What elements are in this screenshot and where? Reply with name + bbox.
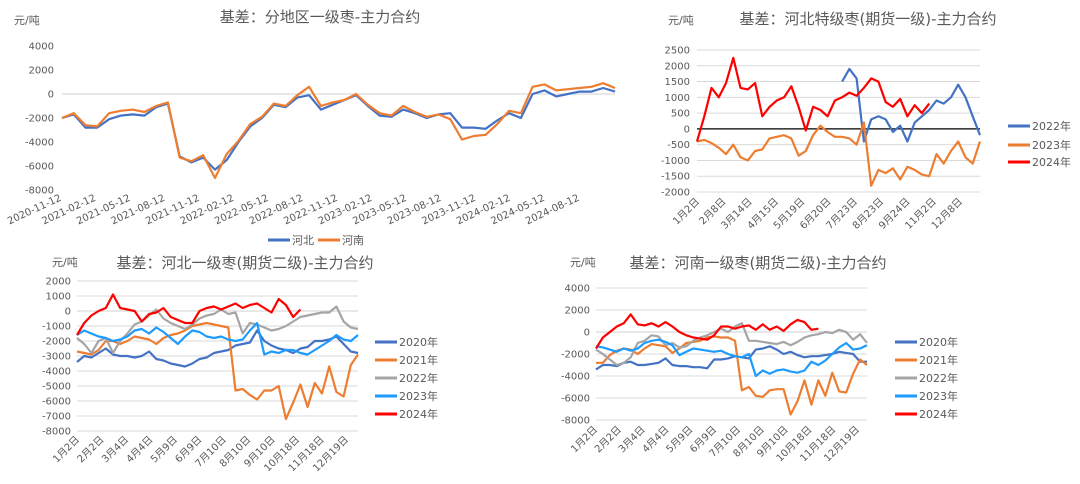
y-tick-label: 500	[671, 109, 690, 120]
y-tick-label: -8000	[25, 186, 54, 197]
y-tick-label: -1000	[661, 156, 690, 167]
y-tick-label: -500	[667, 140, 690, 151]
chart-3: 基差：河北一级枣(期货二级)-主力合约 元/吨 2000 1000 0 -1000 -200…	[42, 254, 438, 474]
legend-label: 2022年	[1032, 119, 1071, 133]
series-line-2020年	[76, 329, 359, 368]
y-axis-unit: 元/吨	[570, 256, 596, 269]
y-tick-label: 2500	[665, 46, 690, 57]
legend-label: 2020年	[399, 335, 438, 349]
series-line-2021年	[76, 321, 359, 421]
legend-label: 2022年	[399, 371, 438, 385]
legend-label: 2023年	[1032, 138, 1071, 152]
y-axis-unit: 元/吨	[52, 256, 78, 269]
legend-label: 2022年	[919, 371, 958, 385]
y-axis-unit: 元/吨	[14, 14, 40, 27]
series-line-2024年	[695, 56, 931, 142]
y-tick-label: -4000	[561, 372, 590, 383]
y-tick-label: 2000	[29, 66, 54, 77]
y-tick-label: 1500	[665, 77, 690, 88]
chart-1: 基差：分地区一级枣-主力合约 元/吨 4000 2000 0 -2000 -4000 -600…	[6, 8, 616, 247]
y-tick-label: -1000	[42, 322, 71, 333]
y-tick-label: 0	[584, 328, 590, 339]
legend-label: 2023年	[399, 389, 438, 403]
y-tick-label: 2000	[665, 61, 690, 72]
series-line-2024年	[595, 313, 819, 350]
series-line-河北	[61, 86, 616, 171]
y-tick-label: 2000	[46, 277, 71, 288]
legend-label: 2020年	[919, 335, 958, 349]
legend-label: 2021年	[399, 353, 438, 367]
legend-label: 河南	[342, 234, 364, 247]
y-tick-label: 2000	[565, 306, 590, 317]
y-tick-label: -8000	[42, 427, 71, 438]
series-line-2023年	[76, 321, 359, 356]
y-tick-label: -4000	[42, 367, 71, 378]
chart-title: 基差：分地区一级枣-主力合约	[220, 8, 420, 26]
x-tick-label: 1月2日	[670, 196, 702, 228]
series-line-2022年	[76, 305, 359, 355]
y-tick-label: -2000	[42, 337, 71, 348]
y-tick-label: -6000	[25, 162, 54, 173]
y-tick-label: -2000	[25, 114, 54, 125]
chart-4: 基差：河南一级枣(期货二级)-主力合约 元/吨 4000 2000 0 -2000 -400…	[561, 254, 958, 464]
y-tick-label: 1000	[46, 292, 71, 303]
y-axis-unit: 元/吨	[668, 14, 694, 27]
chart-2: 基差：河北特级枣(期货一级)-主力合约 元/吨 2500 2000 1500 1000 50…	[661, 10, 1071, 232]
y-tick-label: -7000	[42, 412, 71, 423]
series-line-2020年	[595, 345, 867, 371]
series-line-河南	[61, 82, 616, 180]
y-tick-label: -4000	[25, 138, 54, 149]
y-tick-label: -8000	[561, 416, 590, 427]
legend-label: 2024年	[399, 407, 438, 421]
series-line-2024年	[76, 293, 302, 336]
series-line-2021年	[596, 335, 868, 416]
series-line-2022年	[595, 322, 868, 367]
y-tick-label: 0	[684, 124, 690, 135]
legend-label: 2024年	[919, 407, 958, 421]
legend-label: 2024年	[1032, 155, 1071, 169]
legend-label: 河北	[292, 234, 314, 247]
y-tick-label: 4000	[29, 42, 54, 53]
chart-title: 基差：河北特级枣(期货一级)-主力合约	[739, 10, 996, 28]
y-tick-label: -6000	[42, 397, 71, 408]
legend-label: 2023年	[919, 389, 958, 403]
y-tick-label: 1000	[665, 93, 690, 104]
y-tick-label: -5000	[42, 382, 71, 393]
chart-title: 基差：河南一级枣(期货二级)-主力合约	[629, 254, 886, 272]
y-tick-label: 0	[65, 307, 71, 318]
y-tick-label: 4000	[565, 284, 590, 295]
y-tick-label: -3000	[42, 352, 71, 363]
y-tick-label: 0	[48, 90, 54, 101]
series-line-2022年	[841, 67, 982, 143]
y-tick-label: -2000	[561, 350, 590, 361]
y-tick-label: -6000	[561, 394, 590, 405]
series-line-2023年	[696, 121, 982, 187]
y-tick-label: -2000	[661, 188, 690, 199]
chart-title: 基差：河北一级枣(期货二级)-主力合约	[116, 254, 373, 272]
y-tick-label: -1500	[661, 172, 690, 183]
series-line-2023年	[595, 338, 868, 378]
legend-label: 2021年	[919, 353, 958, 367]
